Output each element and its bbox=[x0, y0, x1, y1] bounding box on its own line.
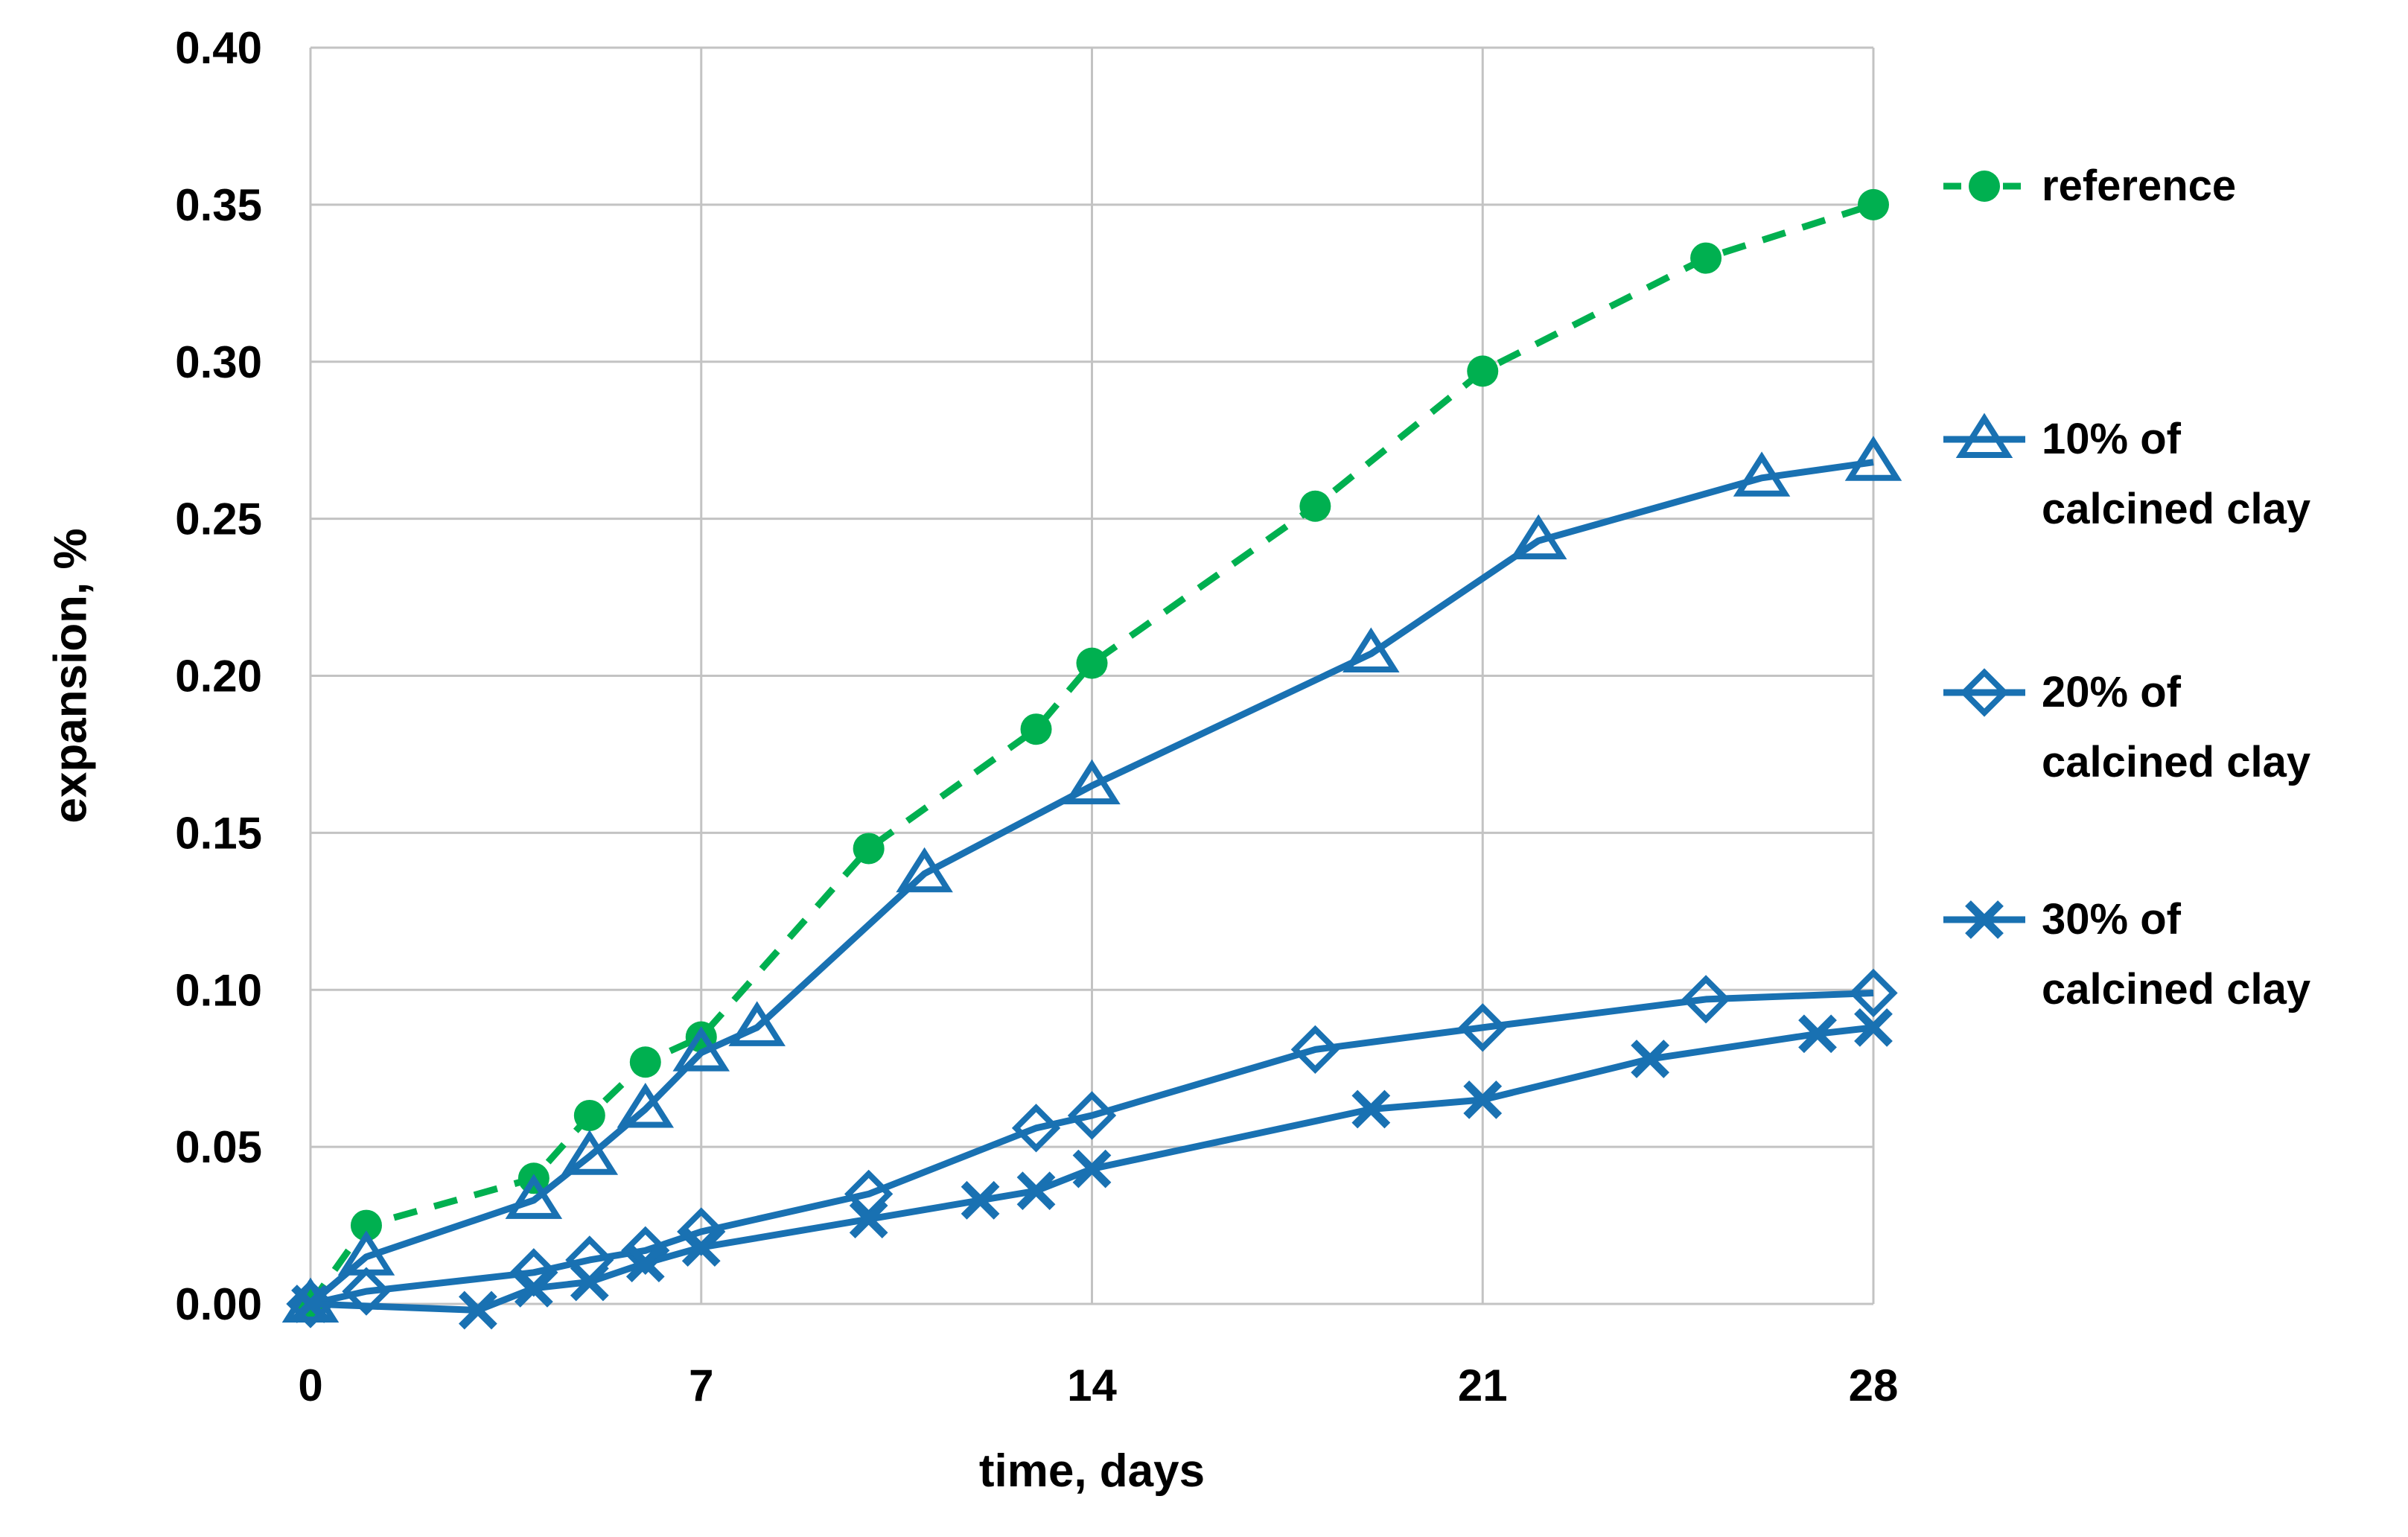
y-tick-label: 0.35 bbox=[175, 180, 262, 230]
legend-item-clay-30: 30% of calcined clay bbox=[1940, 885, 2310, 1025]
legend-marker-clay-10 bbox=[1943, 413, 2025, 458]
y-tick-label: 0.40 bbox=[175, 23, 262, 73]
legend-item-clay-10: 10% of calcined clay bbox=[1940, 404, 2310, 544]
legend-label-clay-10: 10% of calcined clay bbox=[2042, 415, 2311, 533]
y-tick-label: 0.05 bbox=[175, 1122, 262, 1172]
series-clay-10 bbox=[281, 436, 1902, 1323]
x-tick-label: 14 bbox=[1067, 1361, 1117, 1410]
y-tick-label: 0.10 bbox=[175, 965, 262, 1015]
legend-item-reference: reference bbox=[1940, 151, 2236, 221]
x-tick-label: 0 bbox=[298, 1361, 322, 1410]
series-clay-30 bbox=[291, 1008, 1893, 1330]
legend-label-clay-30: 30% of calcined clay bbox=[2042, 895, 2311, 1013]
legend-marker-clay-20 bbox=[1943, 668, 2025, 717]
y-tick-label: 0.00 bbox=[175, 1279, 262, 1329]
x-axis-title: time, days bbox=[978, 1445, 1205, 1497]
y-tick-labels: 0.00 0.05 0.10 0.15 0.20 0.25 0.30 0.35 0.40 bbox=[175, 23, 262, 1329]
legend-label-reference: reference bbox=[2042, 162, 2237, 210]
legend-item-clay-20: 20% of calcined clay bbox=[1940, 658, 2310, 798]
y-tick-label: 0.20 bbox=[175, 652, 262, 701]
y-tick-label: 0.30 bbox=[175, 337, 262, 387]
legend-marker-reference bbox=[1943, 171, 2025, 202]
y-tick-label: 0.25 bbox=[175, 494, 262, 544]
legend-marker-clay-30 bbox=[1943, 900, 2025, 939]
x-tick-labels: 0 7 14 21 28 bbox=[298, 1361, 1898, 1410]
series-clay-20 bbox=[286, 968, 1898, 1328]
x-tick-label: 7 bbox=[689, 1361, 713, 1410]
x-tick-label: 28 bbox=[1849, 1361, 1899, 1410]
x-tick-label: 21 bbox=[1458, 1361, 1508, 1410]
y-tick-label: 0.15 bbox=[175, 808, 262, 858]
legend-label-clay-20: 20% of calcined clay bbox=[2042, 668, 2311, 786]
